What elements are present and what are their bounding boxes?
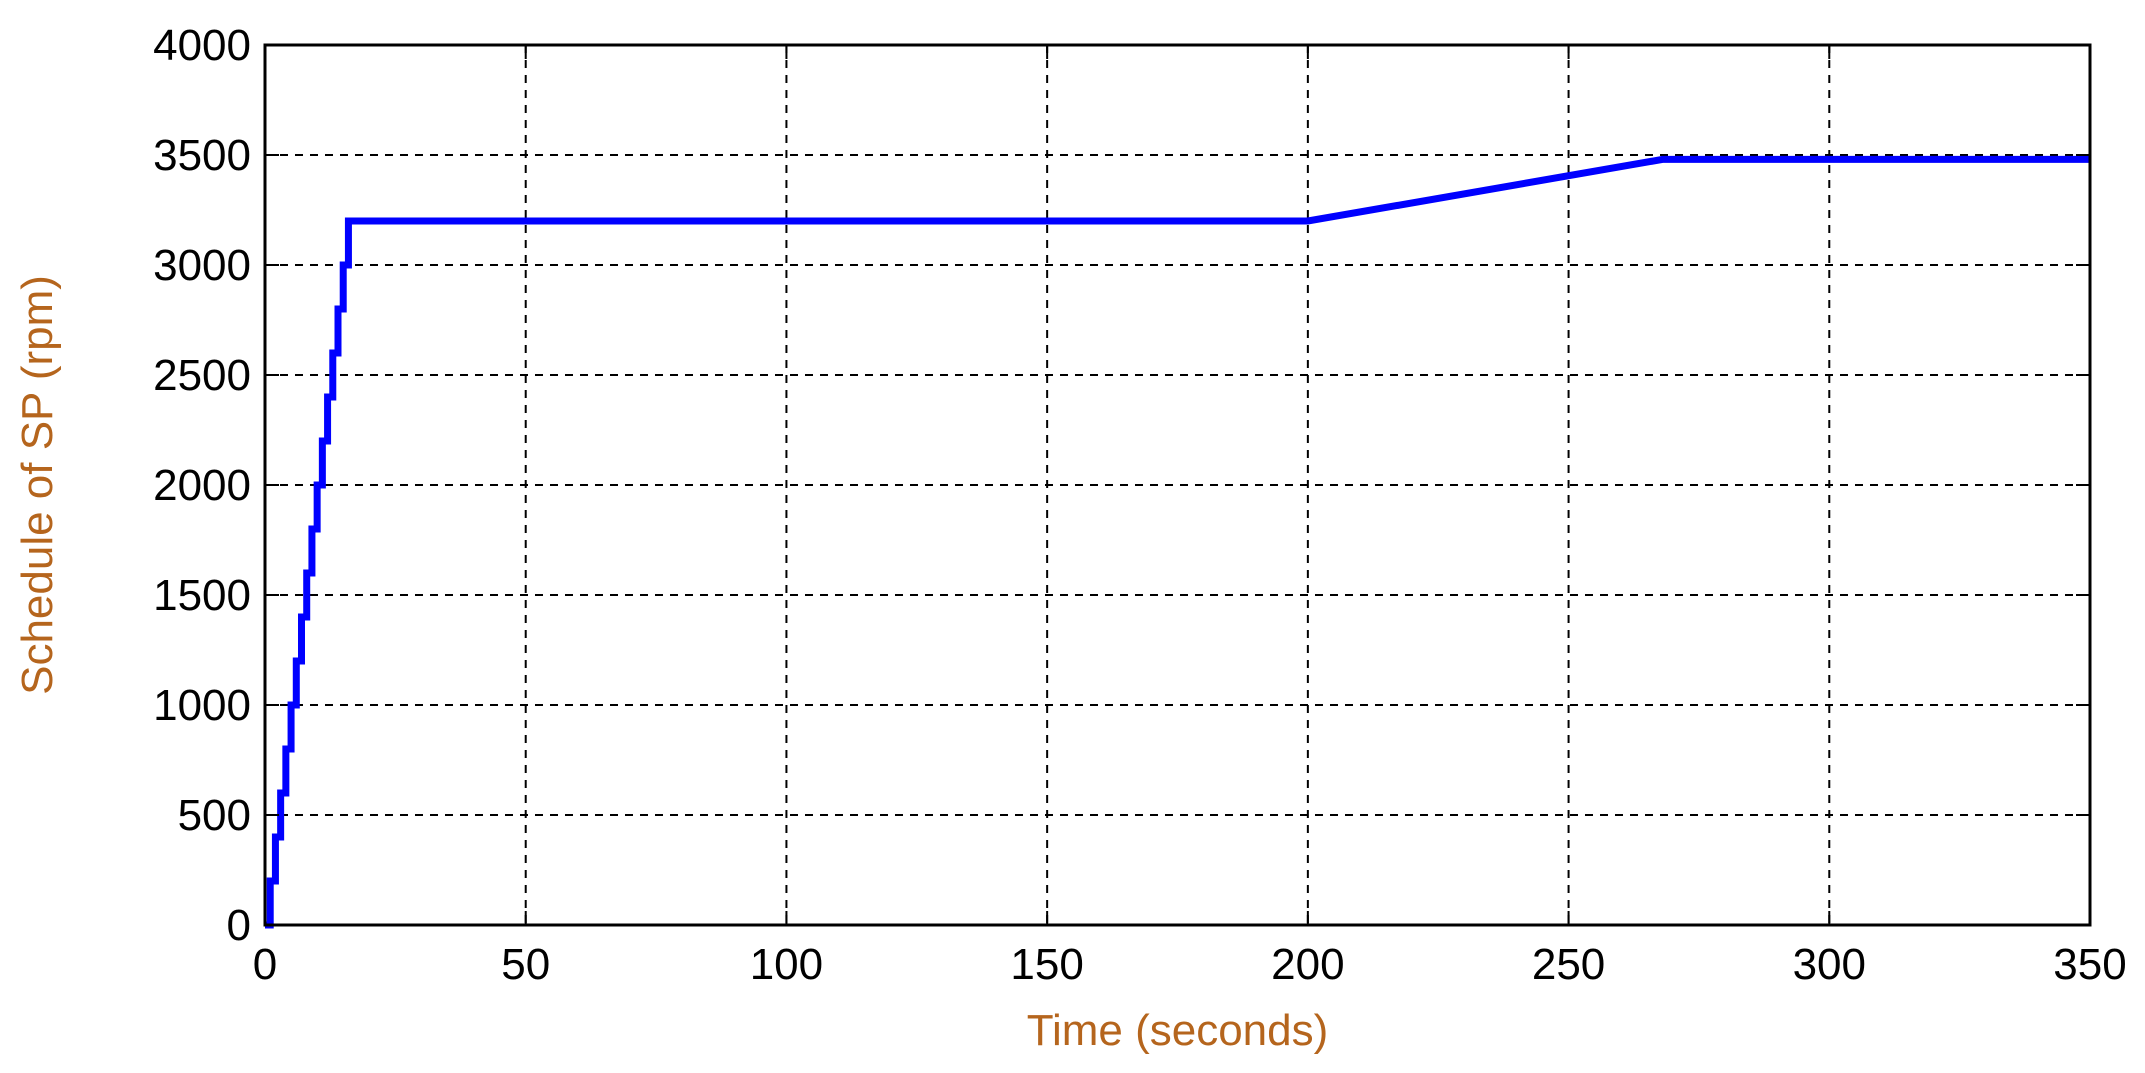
x-tick-label: 200	[1271, 940, 1344, 989]
y-axis-label: Schedule of SP (rpm)	[13, 275, 62, 695]
x-tick-label: 0	[253, 940, 277, 989]
y-axis-ticks: 0 500 1000 1500 2000 2500 3000 3500 4000	[153, 21, 2090, 950]
x-tick-label: 50	[501, 940, 550, 989]
y-tick-label: 2500	[153, 351, 251, 400]
y-tick-label: 3000	[153, 241, 251, 290]
x-tick-label: 150	[1010, 940, 1083, 989]
y-tick-label: 3500	[153, 131, 251, 180]
y-tick-label: 4000	[153, 21, 251, 70]
grid	[265, 45, 2090, 925]
x-axis-label: Time (seconds)	[1027, 1006, 1329, 1055]
x-tick-label: 100	[750, 940, 823, 989]
y-tick-label: 1000	[153, 681, 251, 730]
y-tick-label: 1500	[153, 571, 251, 620]
x-axis-ticks: 0 50 100 150 200 250 300 350	[253, 45, 2127, 989]
x-tick-label: 250	[1532, 940, 1605, 989]
y-tick-label: 2000	[153, 461, 251, 510]
series-line	[265, 155, 2090, 929]
x-tick-label: 300	[1793, 940, 1866, 989]
x-tick-label: 350	[2053, 940, 2126, 989]
y-tick-label: 0	[227, 901, 251, 950]
series-layer	[265, 155, 2090, 929]
y-tick-label: 500	[178, 791, 251, 840]
